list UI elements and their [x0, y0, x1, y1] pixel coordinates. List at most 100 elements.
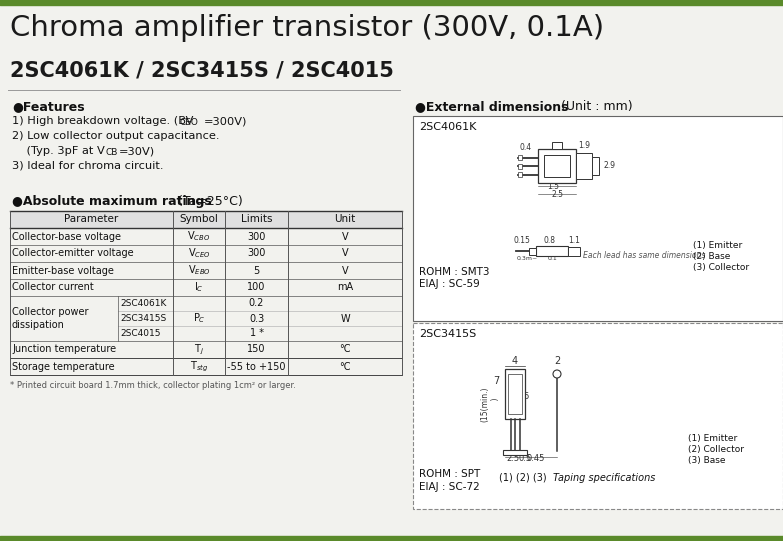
Text: 4: 4 [512, 356, 518, 366]
Text: 1.1: 1.1 [568, 236, 580, 245]
Text: Collector-emitter voltage: Collector-emitter voltage [12, 248, 134, 259]
Text: (3) Collector: (3) Collector [693, 263, 749, 272]
Text: 0.65: 0.65 [577, 166, 591, 171]
Bar [518, 163, 522, 168]
Text: 2SC4061K: 2SC4061K [419, 122, 476, 132]
Text: mA: mA [337, 282, 353, 293]
Text: Storage temperature: Storage temperature [12, 361, 114, 372]
Text: 1.9: 1.9 [578, 141, 590, 150]
Text: (Unit : mm): (Unit : mm) [557, 100, 633, 113]
Text: (Ta=25°C): (Ta=25°C) [174, 195, 243, 208]
Text: V$_{EBO}$: V$_{EBO}$ [188, 263, 211, 278]
Text: 0.3: 0.3 [249, 313, 264, 324]
Text: 0.4: 0.4 [520, 142, 532, 151]
Text: Chroma amplifier transistor (300V, 0.1A): Chroma amplifier transistor (300V, 0.1A) [10, 14, 604, 42]
Text: V$_{CBO}$: V$_{CBO}$ [187, 229, 211, 243]
Text: =30V): =30V) [119, 146, 155, 156]
Bar [536, 246, 568, 256]
Text: 0.8: 0.8 [544, 236, 556, 245]
Text: 0.15: 0.15 [514, 236, 530, 245]
Text: 2SC3415S: 2SC3415S [120, 314, 166, 323]
Text: T$_{j}$: T$_{j}$ [194, 342, 204, 357]
Text: (2) Base: (2) Base [693, 252, 731, 261]
Text: (Typ. 3pF at V: (Typ. 3pF at V [12, 146, 105, 156]
Text: ●Absolute maximum ratings: ●Absolute maximum ratings [12, 195, 211, 208]
Bar [505, 369, 525, 419]
Text: 7: 7 [493, 377, 499, 386]
Text: Parameter: Parameter [64, 214, 119, 225]
Text: °C: °C [339, 345, 351, 354]
Text: 100: 100 [247, 282, 265, 293]
Text: 0.2: 0.2 [249, 299, 264, 308]
Text: 0.45: 0.45 [527, 454, 545, 463]
Bar [508, 374, 522, 414]
Bar [576, 153, 592, 179]
Text: 5: 5 [512, 406, 518, 415]
Text: 0.1: 0.1 [547, 256, 557, 261]
Text: 3) Ideal for chroma circuit.: 3) Ideal for chroma circuit. [12, 161, 164, 171]
Bar [413, 116, 783, 321]
Text: 1.5: 1.5 [547, 182, 559, 191]
Text: (2) Collector: (2) Collector [688, 445, 744, 454]
Text: ●External dimensions: ●External dimensions [415, 100, 568, 113]
Text: °C: °C [339, 361, 351, 372]
Text: I$_{C}$: I$_{C}$ [194, 281, 204, 294]
Text: ROHM : SPT: ROHM : SPT [419, 469, 480, 479]
Text: 0.3m~: 0.3m~ [516, 256, 538, 261]
Text: Each lead has same dimensions: Each lead has same dimensions [583, 250, 705, 260]
Text: V: V [341, 266, 348, 275]
Text: V: V [341, 232, 348, 241]
Text: CB: CB [105, 148, 117, 157]
Bar [568, 247, 580, 255]
Text: 1) High breakdown voltage. (BV: 1) High breakdown voltage. (BV [12, 116, 193, 126]
Text: -55 to +150: -55 to +150 [227, 361, 286, 372]
Text: 2.9: 2.9 [603, 162, 615, 170]
Text: Limits: Limits [240, 214, 272, 225]
Text: 1.0: 1.0 [537, 162, 549, 170]
Bar [518, 172, 522, 177]
Text: 300: 300 [247, 248, 265, 259]
Bar [552, 142, 562, 149]
Bar [529, 247, 536, 254]
Circle shape [553, 370, 561, 378]
Text: V$_{CEO}$: V$_{CEO}$ [188, 247, 211, 260]
Text: EIAJ : SC-59: EIAJ : SC-59 [419, 279, 480, 289]
Text: Junction temperature: Junction temperature [12, 345, 116, 354]
Text: (1) Emitter: (1) Emitter [688, 434, 738, 443]
Text: Symbol: Symbol [179, 214, 218, 225]
Text: ROHM : SMT3: ROHM : SMT3 [419, 267, 489, 277]
Text: 2SC3415S: 2SC3415S [419, 329, 476, 339]
Text: 2: 2 [554, 356, 560, 366]
Text: CEO: CEO [179, 118, 198, 127]
Text: 1 *: 1 * [250, 328, 264, 339]
Text: EIAJ : SC-72: EIAJ : SC-72 [419, 482, 480, 492]
Bar [10, 211, 402, 228]
Text: (15(min.)
    ): (15(min.) ) [480, 386, 500, 422]
Text: (1) (2) (3): (1) (2) (3) [499, 473, 547, 483]
Bar [413, 323, 783, 509]
Text: (1) Emitter: (1) Emitter [693, 241, 742, 250]
Bar [503, 450, 527, 455]
Text: 2) Low collector output capacitance.: 2) Low collector output capacitance. [12, 131, 219, 141]
Text: Taping specifications: Taping specifications [553, 473, 655, 483]
Text: 2.5: 2.5 [507, 454, 520, 463]
Bar [592, 157, 599, 175]
Text: 2.5: 2.5 [551, 190, 563, 199]
Text: V: V [341, 248, 348, 259]
Text: ●Features: ●Features [12, 100, 85, 113]
Text: 300: 300 [247, 232, 265, 241]
Text: Emitter-base voltage: Emitter-base voltage [12, 266, 114, 275]
Text: 2SC4015: 2SC4015 [120, 329, 161, 338]
Text: 2SC4061K / 2SC3415S / 2SC4015: 2SC4061K / 2SC3415S / 2SC4015 [10, 60, 394, 80]
Bar [518, 155, 522, 160]
Text: * Printed circuit board 1.7mm thick, collector plating 1cm² or larger.: * Printed circuit board 1.7mm thick, col… [10, 381, 296, 390]
Bar [544, 155, 570, 177]
Text: 150: 150 [247, 345, 265, 354]
Text: (3) Base: (3) Base [688, 456, 726, 465]
Text: 0.45: 0.45 [512, 392, 530, 401]
Text: Unit: Unit [334, 214, 355, 225]
Text: 2SC4061K: 2SC4061K [120, 299, 166, 308]
Text: 0.95: 0.95 [577, 159, 591, 164]
Text: P$_{C}$: P$_{C}$ [193, 312, 205, 325]
Text: W: W [340, 313, 350, 324]
